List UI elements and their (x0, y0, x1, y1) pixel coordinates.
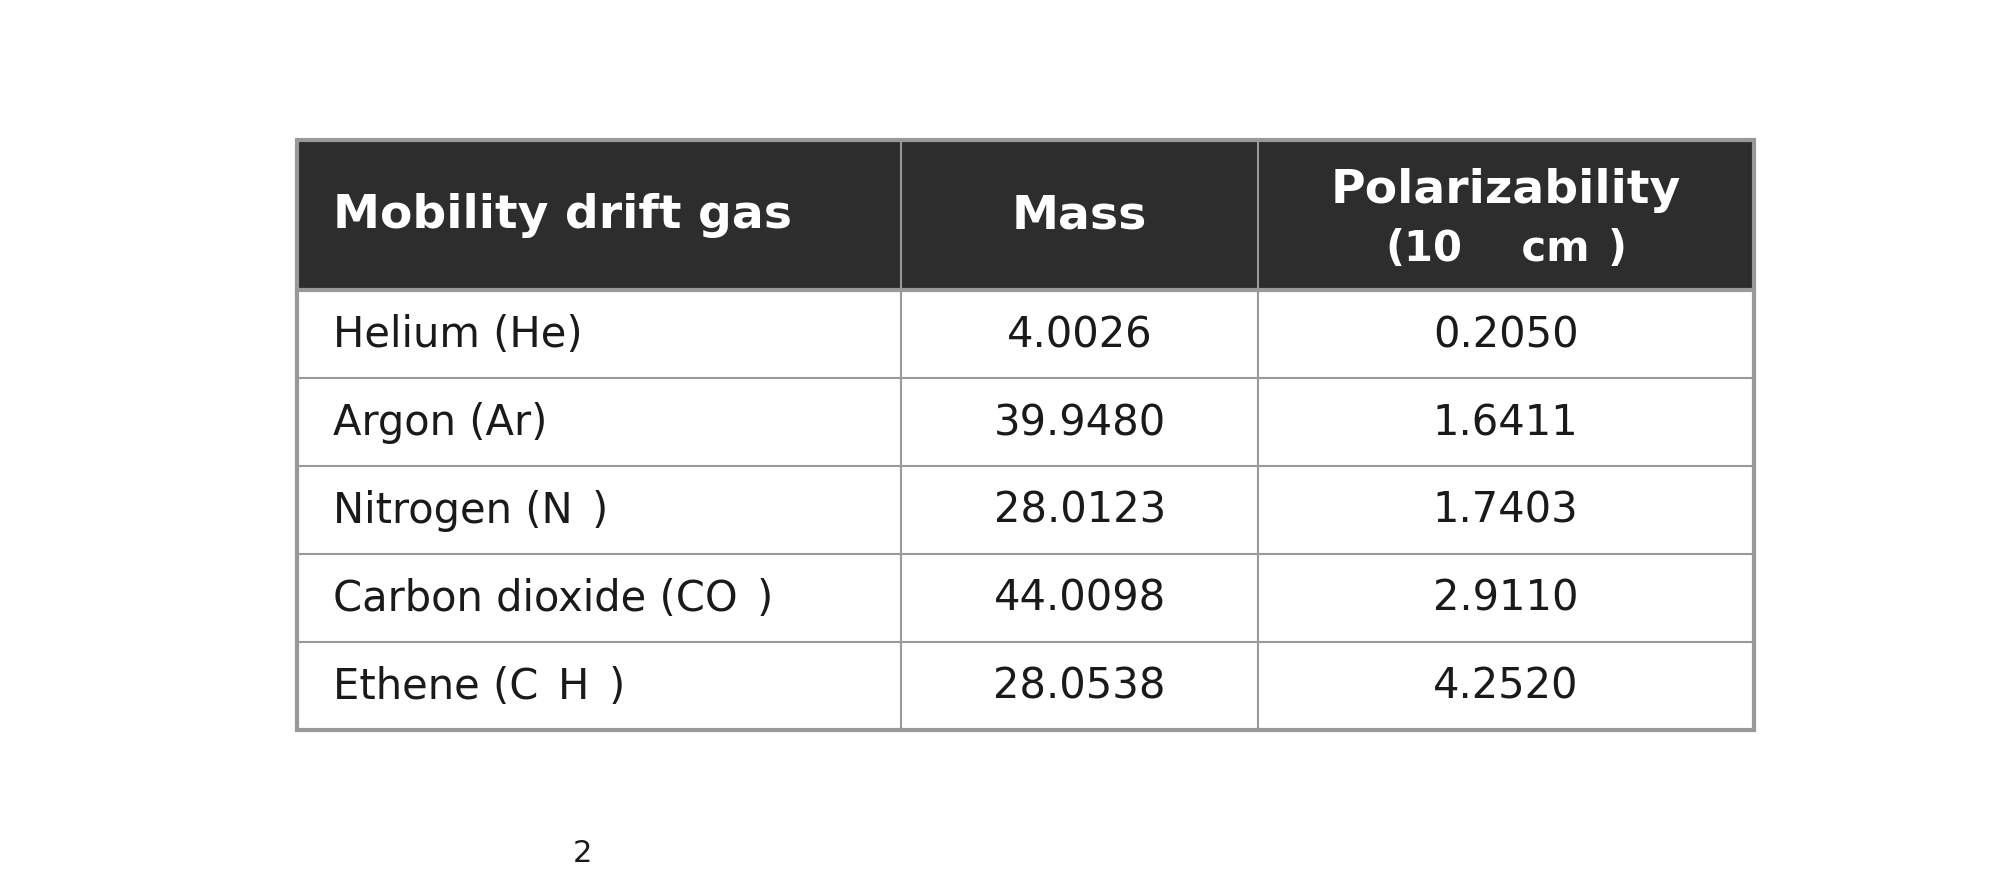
Bar (902, 140, 1258, 291)
Text: 1.6411: 1.6411 (1432, 401, 1578, 444)
Bar (296, 291, 1754, 378)
Text: ): ) (592, 489, 608, 532)
Text: Ethene (C: Ethene (C (332, 665, 538, 707)
Text: Argon (Ar): Argon (Ar) (332, 401, 548, 444)
Bar (296, 140, 902, 291)
Text: 2.9110: 2.9110 (1434, 577, 1578, 619)
Text: (10: (10 (1386, 228, 1462, 269)
Text: H: H (558, 665, 588, 707)
Text: 28.0538: 28.0538 (994, 665, 1166, 707)
Text: Carbon dioxide (CO: Carbon dioxide (CO (332, 577, 738, 619)
Text: 28.0123: 28.0123 (994, 489, 1166, 532)
Bar (296, 642, 1754, 730)
Text: Helium (He): Helium (He) (332, 314, 582, 356)
Text: Mass: Mass (1012, 193, 1148, 238)
Text: 0.2050: 0.2050 (1432, 314, 1578, 356)
Text: ): ) (756, 577, 774, 619)
Text: 4.0026: 4.0026 (1006, 314, 1152, 356)
Text: 4.2520: 4.2520 (1434, 665, 1578, 707)
Bar (296, 466, 1754, 555)
Text: cm: cm (1508, 228, 1590, 269)
Text: Polarizability: Polarizability (1330, 167, 1680, 213)
Text: 44.0098: 44.0098 (994, 577, 1166, 619)
Text: Mobility drift gas: Mobility drift gas (332, 193, 792, 238)
Text: 39.9480: 39.9480 (994, 401, 1166, 444)
Text: ): ) (1608, 228, 1626, 269)
Text: 2: 2 (572, 838, 592, 867)
Text: 1.7403: 1.7403 (1432, 489, 1578, 532)
Bar (296, 555, 1754, 642)
Text: ): ) (608, 665, 624, 707)
Bar (296, 378, 1754, 466)
Text: Nitrogen (N: Nitrogen (N (332, 489, 572, 532)
Bar (296, 140, 1754, 730)
Bar (1258, 140, 1754, 291)
